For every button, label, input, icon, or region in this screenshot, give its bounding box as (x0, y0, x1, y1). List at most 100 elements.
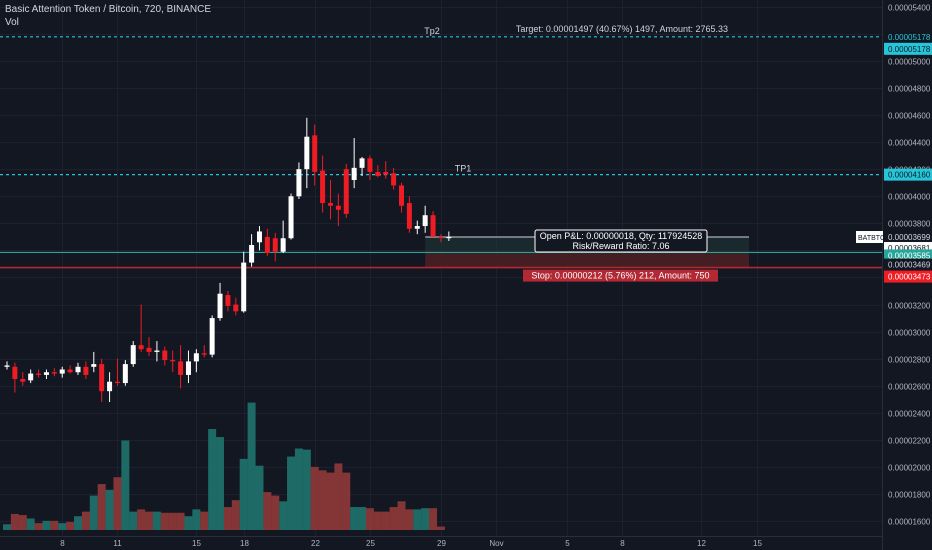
candle-body (4, 365, 10, 367)
volume-bar (81, 511, 90, 530)
candle-body (422, 215, 428, 227)
candle-body (130, 345, 136, 365)
volume-bar (176, 512, 185, 530)
candle-body (217, 293, 223, 319)
volume-bar (326, 472, 335, 530)
time-axis[interactable]: 8 11 15 18 22 25 29 Nov 5 8 12 15 (0, 536, 882, 549)
last-price-tag: 0.00003699 (888, 233, 931, 242)
y-tick-label: 0.00002600 (888, 383, 931, 392)
x-tick-label: 18 (240, 539, 249, 548)
volume-bar (239, 458, 248, 530)
candle-body (83, 366, 89, 375)
candle-body (438, 236, 444, 239)
candle-body (99, 364, 105, 392)
volume-bar (436, 526, 445, 530)
volume-bar (105, 489, 114, 530)
stop-inner-tag: 0.00003469 (888, 261, 931, 270)
candle-body (20, 378, 26, 382)
tp2-label: Tp2 (424, 26, 440, 36)
candle-body (107, 381, 113, 392)
candle-body (327, 203, 333, 206)
tp1-price-tag-bg (884, 168, 932, 181)
volume-bar (168, 512, 177, 530)
y-tick-label: 0.00001600 (888, 518, 931, 527)
volume-bar (3, 524, 11, 530)
candle-body (343, 169, 349, 214)
candle-body (170, 360, 176, 362)
volume-bar (373, 511, 382, 530)
candle-body (399, 185, 404, 206)
candle-body (43, 372, 49, 375)
y-tick-label: 0.00003000 (888, 329, 931, 338)
volume-bar (192, 509, 201, 530)
candle-body (430, 215, 436, 237)
volume-bars (3, 402, 445, 530)
candle-body (36, 373, 42, 375)
volume-bar (429, 508, 438, 530)
y-tick-label: 0.00005000 (888, 58, 931, 67)
volume-bar (231, 500, 240, 530)
volume-bar (66, 521, 75, 530)
candle-body (114, 381, 120, 384)
candle-body (406, 203, 412, 229)
volume-bar (389, 507, 398, 530)
volume-bar (97, 484, 106, 530)
stop-box (523, 269, 718, 282)
tp1-price-tag: 0.00004160 (888, 171, 931, 180)
candle-body (209, 318, 215, 355)
volume-bar (223, 507, 232, 530)
candle-body (138, 345, 144, 350)
symbol-tag: BATBTC (858, 235, 885, 242)
candle-body (351, 167, 357, 181)
x-tick-label: 8 (620, 539, 625, 548)
candle-body (146, 347, 152, 352)
volume-bar (334, 463, 343, 530)
candlesticks (4, 117, 452, 402)
volume-bar (129, 511, 138, 530)
candle-body (122, 364, 128, 384)
volume-bar (137, 509, 146, 530)
candle-body (264, 236, 270, 254)
volume-bar (279, 501, 288, 530)
risk-reward-text: Risk/Reward Ratio: 7.06 (572, 241, 669, 251)
candle-body (67, 369, 73, 373)
x-tick-label: 11 (113, 539, 122, 548)
candle-body (272, 238, 278, 252)
y-tick-label: 0.00002200 (888, 437, 931, 446)
candle-body (241, 262, 247, 312)
volume-bar (74, 516, 83, 530)
y-tick-label: 0.00002000 (888, 464, 931, 473)
volume-bar (152, 511, 161, 530)
x-tick-label: Nov (489, 539, 503, 548)
candle-body (178, 361, 184, 375)
volume-bar (294, 448, 303, 530)
stop-price-tag: 0.00003473 (888, 273, 931, 282)
y-tick-label: 0.00001800 (888, 491, 931, 500)
candle-body (59, 369, 65, 374)
candle-body (28, 373, 34, 381)
candle-body (201, 353, 207, 355)
volume-bar (121, 440, 130, 530)
volume-bar (184, 516, 193, 530)
volume-bar (413, 509, 422, 530)
tp1-label: TP1 (455, 164, 472, 174)
volume-bar (160, 512, 169, 530)
volume-bar (255, 465, 264, 530)
x-tick-label: 29 (437, 539, 446, 548)
tp2-price-tag-bg (884, 42, 932, 55)
stop-price-tag-bg (884, 270, 932, 283)
price-levels (0, 36, 882, 269)
volume-bar (405, 509, 414, 530)
volume-bar (318, 470, 327, 530)
candle-body (446, 237, 452, 239)
candle-body (296, 169, 302, 197)
stop-annotation: Stop: 0.00000212 (5.76%) 212, Amount: 75… (531, 271, 709, 281)
candle-body (185, 361, 191, 375)
volume-bar (342, 472, 351, 530)
candle-body (233, 304, 239, 312)
volume-bar (58, 523, 67, 530)
volume-bar (397, 501, 406, 530)
candle-body (154, 350, 160, 352)
volume-bar (350, 507, 359, 530)
